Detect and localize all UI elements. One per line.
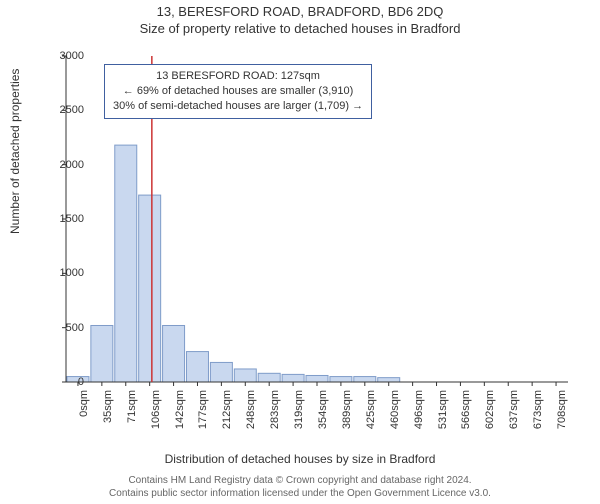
x-tick-label: 566sqm bbox=[460, 390, 472, 434]
x-tick-label: 460sqm bbox=[389, 390, 401, 434]
x-tick-label: 389sqm bbox=[341, 390, 353, 434]
callout-box: 13 BERESFORD ROAD: 127sqm ← 69% of detac… bbox=[104, 64, 372, 119]
bar bbox=[234, 369, 256, 382]
bar bbox=[163, 325, 185, 382]
x-tick-label: 0sqm bbox=[78, 390, 90, 434]
y-tick-label: 2500 bbox=[44, 104, 84, 116]
y-axis-label: Number of detached properties bbox=[8, 69, 22, 234]
x-tick-label: 319sqm bbox=[293, 390, 305, 434]
x-tick-label: 283sqm bbox=[269, 390, 281, 434]
bar bbox=[91, 325, 113, 382]
bar bbox=[306, 375, 328, 382]
bar bbox=[282, 374, 304, 382]
bar bbox=[139, 195, 161, 382]
x-axis-label: Distribution of detached houses by size … bbox=[0, 452, 600, 466]
footer-line2: Contains public sector information licen… bbox=[0, 487, 600, 500]
x-tick-label: 531sqm bbox=[437, 390, 449, 434]
x-tick-label: 425sqm bbox=[365, 390, 377, 434]
x-tick-label: 673sqm bbox=[532, 390, 544, 434]
x-tick-label: 106sqm bbox=[150, 390, 162, 434]
callout-line3: 30% of semi-detached houses are larger (… bbox=[113, 99, 363, 114]
x-tick-label: 354sqm bbox=[317, 390, 329, 434]
x-tick-label: 496sqm bbox=[413, 390, 425, 434]
x-tick-label: 212sqm bbox=[221, 390, 233, 434]
callout-line1: 13 BERESFORD ROAD: 127sqm bbox=[113, 69, 363, 84]
y-tick-label: 500 bbox=[44, 322, 84, 334]
y-tick-label: 1500 bbox=[44, 213, 84, 225]
bar bbox=[258, 373, 280, 382]
x-tick-label: 142sqm bbox=[174, 390, 186, 434]
callout-line2: ← 69% of detached houses are smaller (3,… bbox=[113, 84, 363, 99]
bar bbox=[330, 377, 352, 382]
y-tick-label: 3000 bbox=[44, 50, 84, 62]
bar bbox=[354, 377, 376, 382]
bar bbox=[186, 352, 208, 382]
y-tick-label: 2000 bbox=[44, 159, 84, 171]
page-subtitle: Size of property relative to detached ho… bbox=[0, 21, 600, 36]
page-title: 13, BERESFORD ROAD, BRADFORD, BD6 2DQ bbox=[0, 4, 600, 19]
footer-line1: Contains HM Land Registry data © Crown c… bbox=[0, 474, 600, 487]
x-tick-label: 248sqm bbox=[245, 390, 257, 434]
y-tick-label: 1000 bbox=[44, 267, 84, 279]
bar bbox=[378, 378, 400, 382]
footer: Contains HM Land Registry data © Crown c… bbox=[0, 474, 600, 500]
x-tick-label: 71sqm bbox=[126, 390, 138, 434]
x-tick-label: 177sqm bbox=[197, 390, 209, 434]
bar bbox=[115, 145, 137, 382]
x-tick-label: 708sqm bbox=[556, 390, 568, 434]
bar bbox=[210, 362, 232, 382]
x-tick-label: 602sqm bbox=[484, 390, 496, 434]
x-tick-label: 637sqm bbox=[508, 390, 520, 434]
x-tick-label: 35sqm bbox=[102, 390, 114, 434]
y-tick-label: 0 bbox=[44, 376, 84, 388]
